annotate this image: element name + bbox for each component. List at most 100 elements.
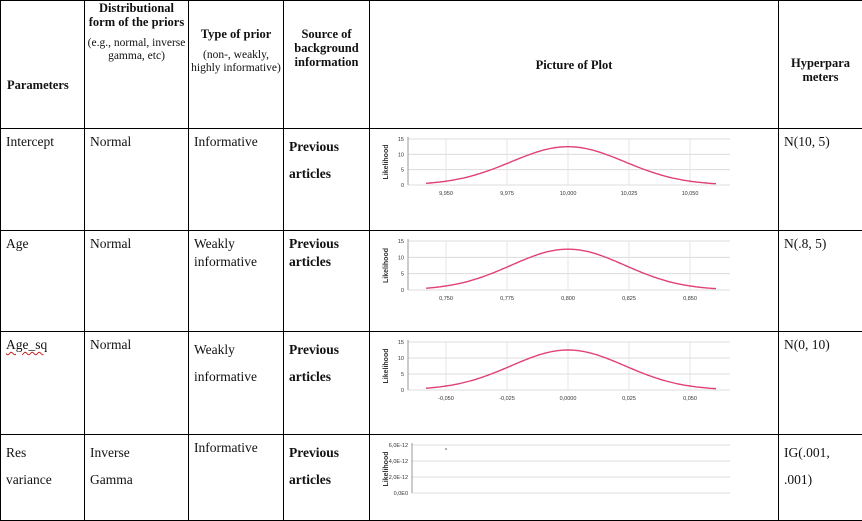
parameter-cell: Intercept xyxy=(1,129,85,231)
y-tick-label: 15 xyxy=(398,340,404,346)
y-tick-label: 15 xyxy=(398,239,404,245)
type-line-b: informative xyxy=(194,369,257,384)
type-cell: Weakly informative xyxy=(189,332,284,435)
x-tick-label: 0,750 xyxy=(439,296,453,302)
y-tick-label: 2,0E-12 xyxy=(389,475,408,481)
header-distribution-sub-b: gamma, etc) xyxy=(85,50,188,63)
source-line-b: articles xyxy=(289,254,331,269)
x-tick-label: 0,025 xyxy=(622,396,636,402)
header-distribution-sub-a: (e.g., normal, inverse xyxy=(85,37,188,50)
x-tick-label: 0,0000 xyxy=(560,396,577,402)
header-type: Type of prior (non-, weakly, highly info… xyxy=(189,1,284,129)
header-source-title: Source of background information xyxy=(284,27,369,69)
header-distribution-title: Distributional form of the priors xyxy=(85,1,188,29)
x-tick-label: 0,050 xyxy=(683,396,697,402)
x-tick-label: 9,950 xyxy=(439,191,453,197)
density-curve xyxy=(426,249,716,288)
y-tick-label: 5 xyxy=(401,372,404,378)
likelihood-plot-age-sq: Likelihood 0 5 10 15 -0,050 -0,025 0,0000 0,025 0… xyxy=(370,332,779,429)
x-tick-label: 0,800 xyxy=(561,296,575,302)
table-row: Age Normal Weakly informative Previous a… xyxy=(1,231,862,332)
x-tick-label: 9,975 xyxy=(500,191,514,197)
y-axis-label: Likelihood xyxy=(383,452,390,487)
y-axis-label: Likelihood xyxy=(383,349,390,384)
distribution-line-a: Inverse xyxy=(90,445,130,460)
y-tick-label: 0,0E0 xyxy=(394,491,408,497)
distribution-cell: Normal xyxy=(85,129,189,231)
y-tick-label: 10 xyxy=(398,255,404,261)
source-line-b: articles xyxy=(289,166,331,181)
parameter-label: Age_sq xyxy=(6,337,47,352)
x-tick-label: -0,050 xyxy=(438,396,454,402)
hyperparameter-cell: IG(.001, .001) xyxy=(779,435,862,521)
x-tick-label: -0,025 xyxy=(499,396,515,402)
type-cell: Informative xyxy=(189,435,284,521)
header-hyper-a: Hyperpara xyxy=(779,56,862,70)
y-tick-label: 0 xyxy=(401,288,404,294)
header-type-sub: (non-, weakly, highly informative) xyxy=(189,49,283,75)
header-hyper-b: meters xyxy=(779,70,862,84)
header-source: Source of background information xyxy=(284,1,370,129)
source-cell: Previous articles xyxy=(284,435,370,521)
source-line-a: Previous xyxy=(289,445,339,460)
plot-cell: Likelihood 0 5 10 15 -0,050 -0,025 0,0000 0,025 0… xyxy=(370,332,779,435)
source-line-b: articles xyxy=(289,472,331,487)
x-tick-label: 0,825 xyxy=(622,296,636,302)
source-line-a: Previous xyxy=(289,139,339,154)
header-parameters: Parameters xyxy=(1,1,85,129)
type-cell: Informative xyxy=(189,129,284,231)
y-tick-label: 6,0E-12 xyxy=(389,443,408,449)
source-line-a: Previous xyxy=(289,236,339,251)
table-row: Res variance Inverse Gamma Informative P… xyxy=(1,435,862,521)
parameter-cell: Age_sq xyxy=(1,332,85,435)
x-tick-label: 10,000 xyxy=(560,191,577,197)
y-tick-label: 0 xyxy=(401,388,404,394)
header-distribution: Distributional form of the priors (e.g.,… xyxy=(85,1,189,129)
distribution-cell: Normal xyxy=(85,231,189,332)
header-type-title: Type of prior xyxy=(189,27,283,41)
x-tick-label: 0,775 xyxy=(500,296,514,302)
x-tick-label: 10,025 xyxy=(621,191,638,197)
y-tick-label: 5 xyxy=(401,168,404,174)
density-point xyxy=(445,448,447,450)
x-tick-label: 0,850 xyxy=(683,296,697,302)
distribution-line-b: Gamma xyxy=(90,472,133,487)
hyper-line-a: IG(.001, xyxy=(784,445,830,460)
y-tick-label: 4,0E-12 xyxy=(389,459,408,465)
y-tick-label: 15 xyxy=(398,137,404,143)
distribution-cell: Normal xyxy=(85,332,189,435)
table-row: Intercept Normal Informative Previous ar… xyxy=(1,129,862,231)
y-axis-label: Likelihood xyxy=(383,145,390,180)
density-curve xyxy=(426,147,716,184)
likelihood-plot-res-variance: Likelihood 0,0E0 2,0E-12 4,0E-12 6,0E-12 xyxy=(370,435,779,515)
parameter-line-b: variance xyxy=(6,472,52,487)
parameter-cell: Res variance xyxy=(1,435,85,521)
hyperparameter-cell: N(10, 5) xyxy=(779,129,862,231)
source-line-a: Previous xyxy=(289,342,339,357)
likelihood-plot-age: Likelihood 0 5 10 15 0,750 0,775 0,800 0,825 0,85… xyxy=(370,231,779,326)
x-tick-label: 10,050 xyxy=(682,191,699,197)
y-tick-label: 10 xyxy=(398,356,404,362)
source-line-b: articles xyxy=(289,369,331,384)
header-picture: Picture of Plot xyxy=(370,1,779,129)
header-hyperparameters: Hyperpara meters xyxy=(779,1,862,129)
y-tick-label: 0 xyxy=(401,183,404,189)
hyperparameter-cell: N(0, 10) xyxy=(779,332,862,435)
type-line-a: Weakly xyxy=(194,342,235,357)
type-cell: Weakly informative xyxy=(189,231,284,332)
parameter-line-a: Res xyxy=(6,445,26,460)
table-row: Age_sq Normal Weakly informative Previou… xyxy=(1,332,862,435)
distribution-cell: Inverse Gamma xyxy=(85,435,189,521)
source-cell: Previous articles xyxy=(284,332,370,435)
plot-cell: Likelihood 0 5 10 15 0,750 0,775 0,800 0,825 0,85… xyxy=(370,231,779,332)
y-tick-label: 5 xyxy=(401,272,404,278)
source-cell: Previous articles xyxy=(284,231,370,332)
parameter-cell: Age xyxy=(1,231,85,332)
source-cell: Previous articles xyxy=(284,129,370,231)
header-row: Parameters Distributional form of the pr… xyxy=(1,1,862,129)
y-axis-label: Likelihood xyxy=(383,248,390,283)
density-curve xyxy=(426,350,716,389)
